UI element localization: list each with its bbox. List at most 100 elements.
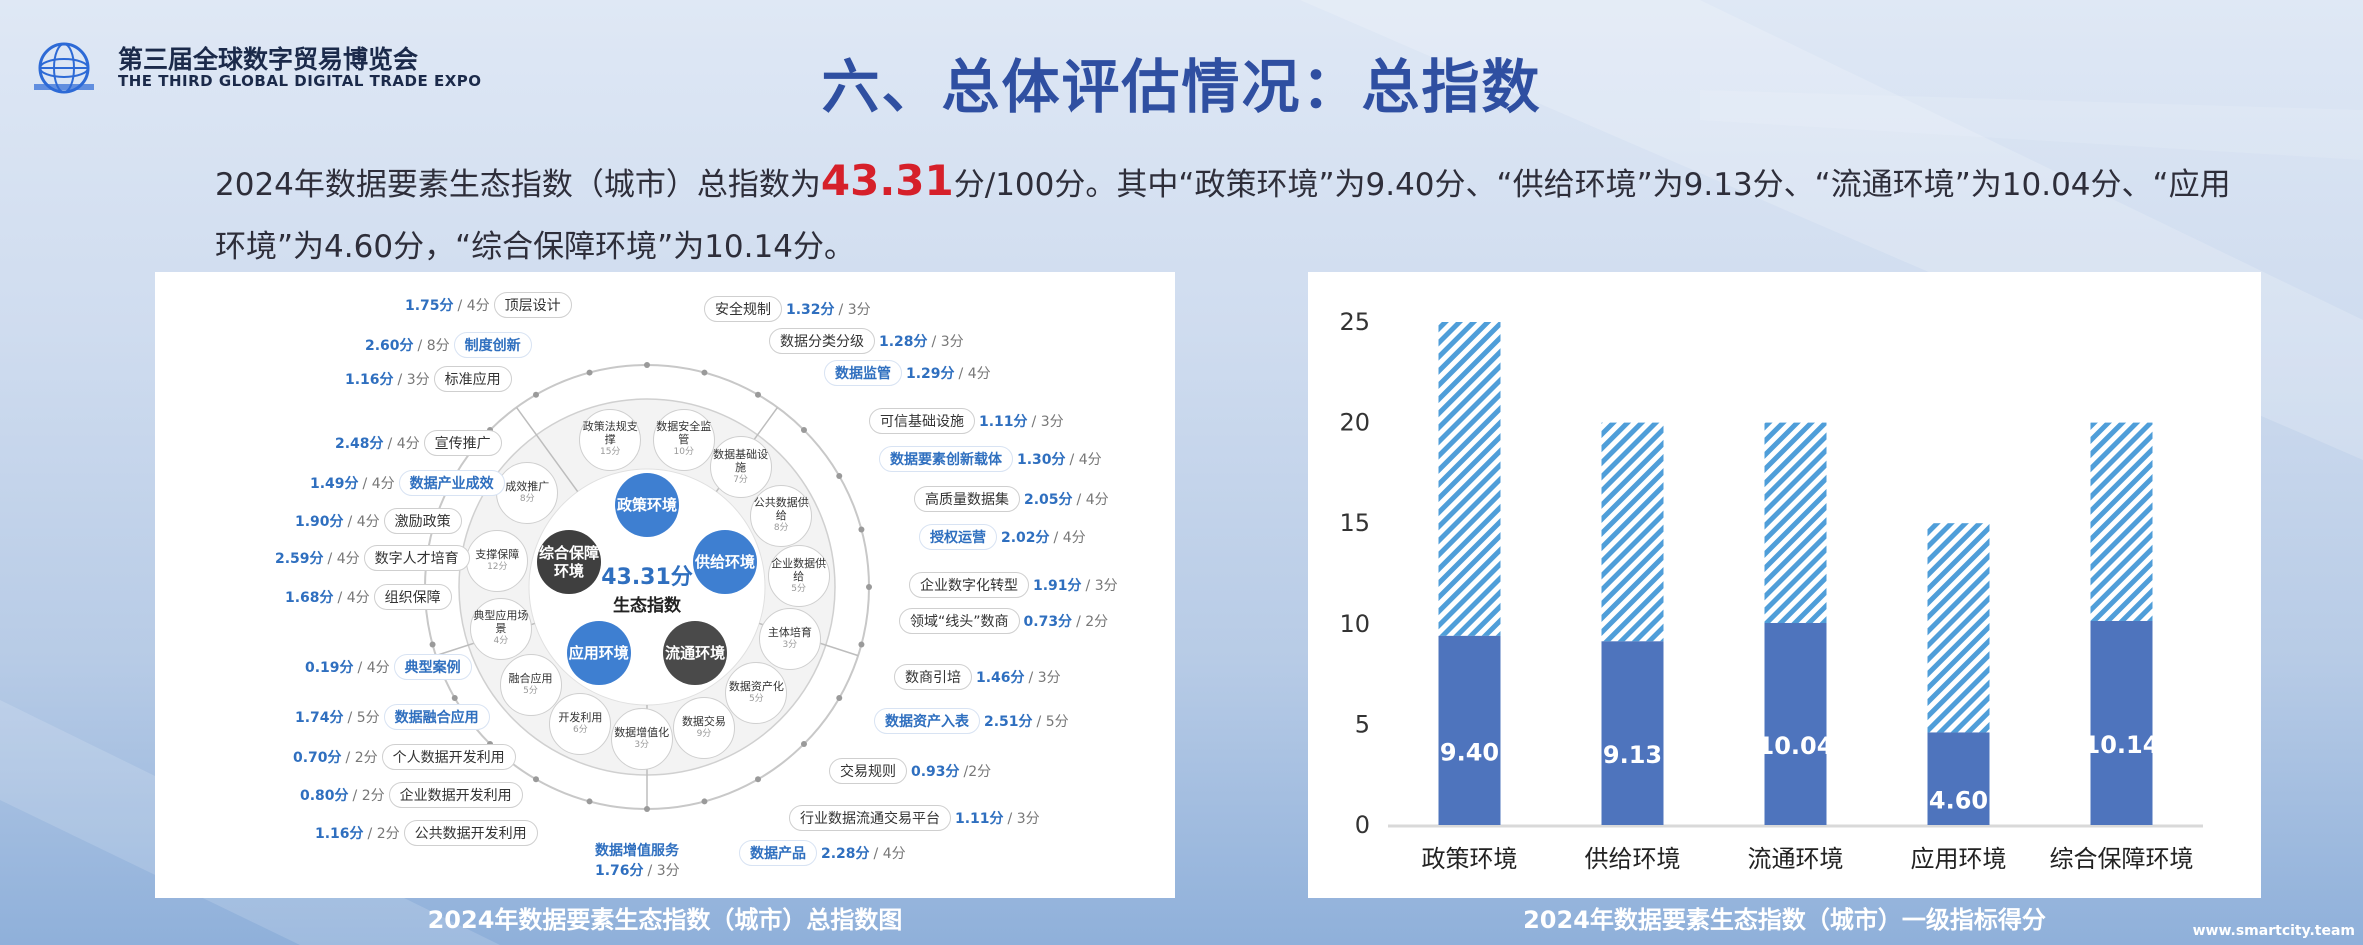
watermark: www.smartcity.team (2192, 923, 2355, 939)
ring-dot (866, 584, 872, 590)
left-item-max: / 4分 (337, 590, 370, 606)
ring-dot (836, 695, 843, 701)
right-item-score: 1.32分 (786, 302, 835, 318)
right-item-score: 2.05分 (1024, 492, 1073, 508)
y-tick-label: 10 (1339, 610, 1370, 638)
core-label: 流通环境 (665, 644, 726, 663)
logo-chinese-name: 第三届全球数字贸易博览会 (118, 45, 419, 74)
ring-item-11: 典型应用场景 4分 (469, 597, 532, 660)
left-item-max: / 2分 (367, 826, 400, 842)
right-item-score: 2.02分 (1001, 530, 1050, 546)
ring-dot (586, 798, 593, 805)
right-item-max: / 4分 (958, 366, 991, 382)
ring-dot (755, 776, 761, 783)
core-label: 供给环境 (694, 552, 755, 571)
ring-item-2: 数据基础设施 7分 (709, 436, 772, 499)
right-item-name: 企业数字化转型 (909, 572, 1029, 598)
ring-item-5: 主体培育 3分 (758, 607, 821, 670)
left-item-name: 激励政策 (383, 508, 462, 534)
intro-text-1: 2024年数据要素生态指数（城市）总指数为 (215, 167, 821, 203)
right-item-name: 授权运营 (919, 524, 997, 550)
right-item-name: 安全规制 (704, 296, 782, 322)
right-item-max: / 4分 (1076, 492, 1109, 508)
ring-item-max: 8分 (519, 494, 535, 505)
ring-dot (701, 798, 708, 805)
ring-item-1: 数据安全监管 10分 (652, 408, 715, 471)
left-item-2: 1.16分/ 3分 标准应用 (345, 366, 516, 392)
left-item-score: 2.59分 (275, 551, 324, 567)
right-item-name: 行业数据流通交易平台 (789, 805, 951, 831)
right-item-max: / 2分 (1076, 614, 1109, 630)
ring-item-10: 融合应用 5分 (499, 653, 562, 716)
right-item-4: 数据要素创新载体 1.30分/ 4分 (875, 446, 1102, 472)
right-item-name: 数据要素创新载体 (879, 446, 1013, 472)
x-category-label-4: 综合保障环境 (2050, 845, 2194, 873)
left-item-name: 宣传推广 (423, 430, 502, 456)
x-category-label-2: 流通环境 (1748, 845, 1844, 873)
expo-logo: 第三届全球数字贸易博览会 THE THIRD GLOBAL DIGITAL TR… (30, 38, 481, 98)
ring-item-max: 3分 (782, 639, 798, 650)
ring-item-3: 公共数据供给 8分 (750, 484, 813, 547)
ring-item-8: 数据增值化 3分 (610, 707, 673, 770)
bottom-item-max: / 4分 (873, 846, 906, 862)
right-item-12: 行业数据流通交易平台 1.11分/ 3分 (785, 805, 1040, 831)
ring-item-4: 企业数据供给 5分 (767, 545, 830, 608)
ring-item-name: 融合应用 (508, 671, 553, 685)
bar-score-1 (1601, 641, 1664, 825)
ring-item-name: 支撑保障 (475, 547, 520, 561)
right-item-score: 0.93分 (911, 764, 960, 780)
ring-item-max: 8分 (773, 523, 789, 534)
ring-item-name: 数据交易 (681, 714, 726, 728)
left-item-name: 数字人才培育 (363, 545, 470, 571)
y-tick-label: 15 (1339, 509, 1370, 537)
ring-item-max: 12分 (487, 561, 508, 572)
right-item-max: / 3分 (1031, 414, 1064, 430)
left-item-4: 1.49分/ 4分 数据产业成效 (310, 470, 509, 496)
right-item-5: 高质量数据集 2.05分/ 4分 (910, 486, 1109, 512)
ring-dot (586, 369, 593, 376)
y-tick-label: 0 (1355, 811, 1370, 839)
left-item-score: 1.16分 (315, 826, 364, 842)
right-item-7: 企业数字化转型 1.91分/ 3分 (905, 572, 1118, 598)
bar-remaining-0 (1438, 322, 1501, 636)
right-item-score: 1.11分 (979, 414, 1028, 430)
ring-item-12: 支撑保障 12分 (466, 529, 529, 592)
chart-caption: 2024年数据要素生态指数（城市）一级指标得分 (1523, 906, 2046, 934)
left-item-8: 0.19分/ 4分 典型案例 (305, 654, 476, 680)
right-item-score: 1.28分 (879, 334, 928, 350)
core-label: 应用环境 (568, 644, 629, 663)
right-item-max: / 3分 (1007, 811, 1040, 827)
ring-item-name: 政策法规支撑 (582, 420, 638, 446)
ring-item-name: 数据安全监管 (656, 420, 712, 446)
left-item-11: 0.80分/ 2分 企业数据开发利用 (300, 782, 527, 808)
ring-item-name: 数据增值化 (614, 725, 670, 739)
left-item-score: 1.49分 (310, 476, 359, 492)
ring-dot (836, 473, 843, 479)
left-item-12: 1.16分/ 2分 公共数据开发利用 (315, 820, 542, 846)
bar-score-4 (2090, 620, 2153, 825)
core-label: 综合保障环境 (538, 543, 599, 580)
x-category-label-0: 政策环境 (1422, 845, 1518, 873)
left-item-score: 1.74分 (295, 710, 344, 726)
ring-dot (429, 641, 436, 648)
bottom-item-1: 数据产品 2.28分/ 4分 (735, 840, 906, 866)
right-item-max: / 4分 (1069, 452, 1102, 468)
left-item-name: 企业数据开发利用 (388, 782, 523, 808)
left-item-score: 0.19分 (305, 660, 354, 676)
bar-value-label-1: 9.13 (1603, 741, 1662, 769)
right-item-score: 1.30分 (1017, 452, 1066, 468)
left-item-max: / 4分 (327, 551, 360, 567)
ring-item-max: 5分 (523, 685, 538, 696)
sector-divider (515, 406, 579, 492)
left-item-name: 制度创新 (453, 332, 532, 358)
right-item-9: 数商引培 1.46分/ 3分 (890, 664, 1061, 690)
right-item-max: /2分 (963, 764, 992, 780)
bottom-item-name: 数据产品 (739, 840, 817, 866)
right-item-name: 数据分类分级 (769, 328, 875, 354)
core-circle-3: 应用环境 (566, 621, 631, 686)
right-item-name: 领域“线头”数商 (899, 608, 1020, 634)
ring-item-max: 10分 (673, 447, 694, 457)
right-item-max: / 3分 (1028, 670, 1061, 686)
ring-item-name: 开发利用 (558, 710, 603, 724)
ring-dot (451, 695, 458, 701)
